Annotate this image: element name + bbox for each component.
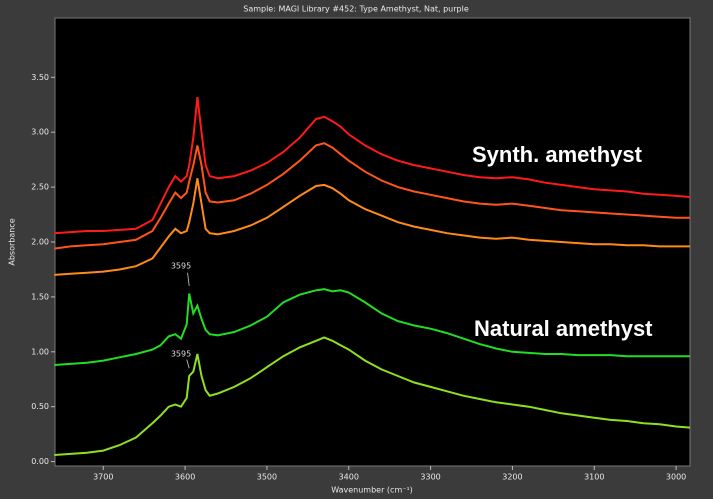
annotation: Synth. amethyst [472, 142, 643, 167]
spectrum-line [54, 178, 690, 276]
x-tick-label: 3000 [666, 473, 686, 482]
spectrum-line [54, 142, 690, 250]
annotation: 3595 [171, 350, 191, 359]
y-axis-label: Absorbance [8, 218, 17, 265]
spectrum-line [54, 96, 691, 235]
leader-line [187, 272, 190, 286]
x-tick-label: 3400 [339, 473, 359, 482]
x-tick-label: 3600 [175, 473, 195, 482]
y-tick-label: 1.00 [31, 347, 49, 356]
y-tick-label: 2.50 [31, 183, 49, 192]
y-tick-label: 0.00 [31, 457, 49, 466]
x-tick-label: 3700 [93, 473, 113, 482]
chart-title: Sample: MAGI Library #452: Type Amethyst… [243, 5, 469, 14]
leader-line [186, 359, 190, 369]
x-tick-label: 3500 [257, 473, 277, 482]
x-tick-label: 3100 [584, 473, 604, 482]
y-tick-label: 3.00 [31, 128, 49, 137]
spectrum-line [54, 288, 690, 366]
annotation: 3595 [171, 262, 191, 271]
annotation: Natural amethyst [474, 316, 653, 341]
x-tick-label: 3300 [420, 473, 440, 482]
y-tick-label: 1.50 [31, 292, 49, 301]
x-tick-label: 3200 [502, 473, 522, 482]
x-axis-label: Wavenumber (cm⁻¹) [331, 486, 413, 495]
plot-area [54, 17, 691, 467]
y-tick-label: 3.50 [31, 73, 49, 82]
y-tick-label: 2.00 [31, 238, 49, 247]
y-tick-label: 0.50 [31, 402, 49, 411]
spectrum-line [54, 336, 691, 456]
